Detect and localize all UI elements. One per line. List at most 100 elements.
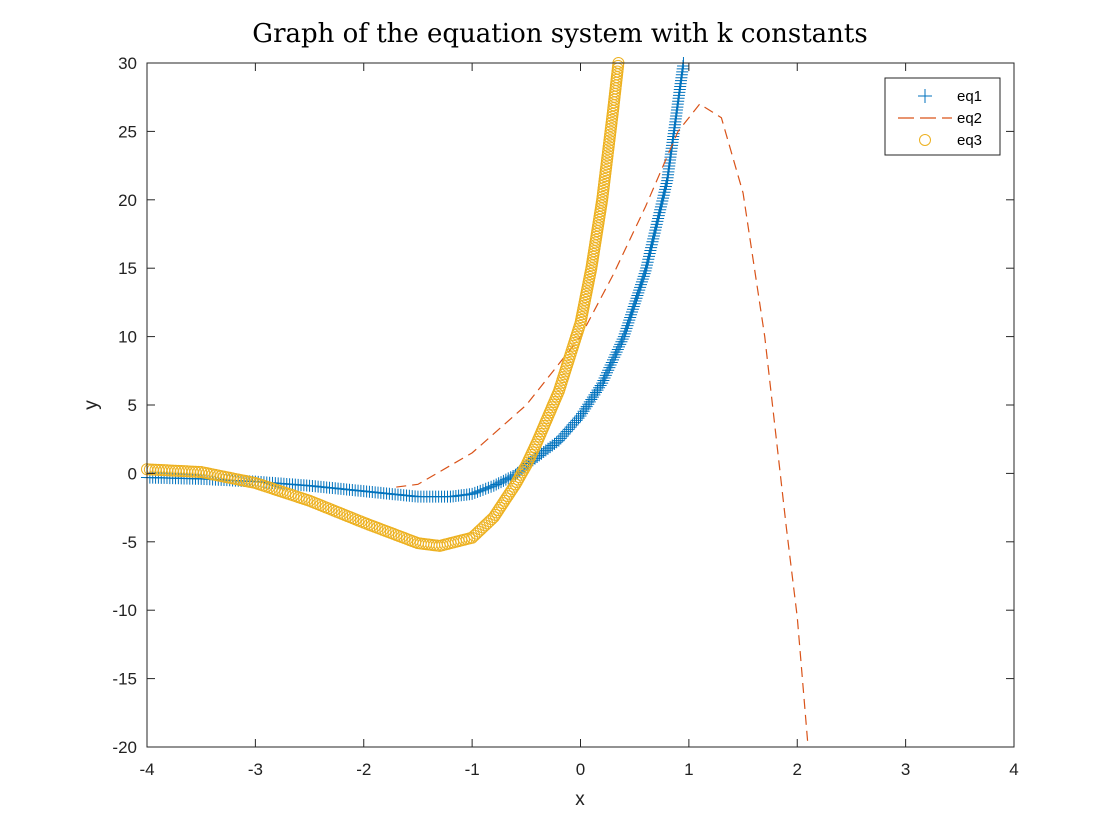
data-point-eq1 [608, 351, 621, 364]
legend-label: eq1 [957, 88, 982, 105]
data-point-eq1 [621, 319, 634, 332]
data-point-eq1 [492, 477, 505, 490]
data-point-eq1 [648, 227, 661, 240]
data-point-eq1 [485, 480, 498, 493]
y-tick-label: 5 [128, 396, 137, 415]
data-point-eq1 [634, 281, 647, 294]
legend-symbol-eq3 [919, 134, 931, 146]
data-point-eq1 [616, 333, 629, 346]
data-point-eq1 [593, 381, 606, 394]
data-point-eq1 [657, 189, 670, 202]
data-point-eq3 [189, 465, 202, 478]
data-point-eq1 [644, 244, 657, 257]
data-point-eq1 [617, 330, 630, 343]
data-point-eq1 [594, 379, 607, 392]
legend-symbol-eq1 [918, 89, 932, 103]
data-point-eq1 [620, 322, 633, 335]
data-point-eq1 [602, 364, 615, 377]
y-axis-label: y [81, 400, 102, 410]
data-point-eq1 [609, 348, 622, 361]
data-point-eq1 [629, 295, 642, 308]
x-tick-label: 1 [684, 760, 693, 779]
data-point-eq1 [635, 275, 648, 288]
data-point-eq1 [652, 212, 665, 225]
y-tick-label: 15 [118, 259, 137, 278]
data-point-eq1 [615, 335, 628, 348]
data-point-eq1 [471, 485, 484, 498]
data-point-eq3 [472, 525, 485, 538]
data-point-eq1 [577, 405, 590, 418]
data-point-eq1 [641, 256, 654, 269]
legend-label: eq2 [957, 110, 982, 127]
data-point-eq1 [610, 346, 623, 359]
data-point-eq1 [645, 241, 658, 254]
data-point-eq1 [636, 273, 649, 286]
series-eq3 [141, 57, 625, 552]
data-point-eq1 [650, 218, 663, 231]
data-point-eq1 [466, 487, 479, 500]
data-point-eq1 [643, 247, 656, 260]
series-eq2 [396, 103, 809, 748]
data-point-eq1 [635, 278, 648, 291]
data-point-eq1 [585, 393, 598, 406]
data-point-eq1 [596, 377, 609, 390]
data-point-eq1 [487, 479, 500, 492]
x-tick-label: -1 [465, 760, 480, 779]
data-point-eq1 [499, 473, 512, 486]
data-point-eq1 [653, 206, 666, 219]
data-point-eq1 [623, 314, 636, 327]
data-point-eq1 [497, 474, 510, 487]
x-tick-label: 4 [1009, 760, 1018, 779]
data-point-eq1 [589, 386, 602, 399]
chart-title: Graph of the equation system with k cons… [252, 19, 867, 49]
x-axis: -4 -3 -2 -1 0 1 2 3 4 [139, 63, 1019, 779]
data-point-eq1 [659, 183, 672, 196]
data-point-eq1 [597, 374, 610, 387]
data-point-eq1 [656, 195, 669, 208]
data-point-eq1 [482, 481, 495, 494]
legend-entry-eq3: eq3 [919, 132, 982, 149]
data-point-eq1 [468, 486, 481, 499]
data-point-eq3 [481, 517, 494, 530]
legend-entry-eq1: eq1 [918, 88, 982, 105]
data-point-eq1 [654, 200, 667, 213]
data-point-eq1 [638, 267, 651, 280]
y-tick-label: 30 [118, 54, 137, 73]
data-point-eq1 [603, 361, 616, 374]
data-point-eq1 [598, 371, 611, 384]
x-tick-label: 2 [793, 760, 802, 779]
data-point-eq1 [611, 343, 624, 356]
data-point-eq1 [582, 398, 595, 411]
data-point-eq1 [627, 300, 640, 313]
data-point-eq1 [628, 297, 641, 310]
data-point-eq1 [614, 338, 627, 351]
data-point-eq1 [632, 286, 645, 299]
y-tick-label: -10 [112, 601, 137, 620]
data-point-eq1 [657, 192, 670, 205]
data-point-eq1 [652, 209, 665, 222]
data-point-eq1 [588, 388, 601, 401]
y-axis: -20 -15 -10 -5 0 5 10 15 20 25 30 [112, 54, 1014, 757]
data-point-eq3 [470, 527, 483, 540]
data-point-eq1 [605, 356, 618, 369]
data-point-eq1 [583, 395, 596, 408]
data-point-eq1 [479, 482, 492, 495]
data-point-eq1 [625, 305, 638, 318]
legend: eq1 eq2 eq3 [884, 77, 1001, 156]
data-point-eq1 [647, 229, 660, 242]
data-point-eq1 [618, 327, 631, 340]
data-point-eq1 [574, 409, 587, 422]
data-point-eq1 [630, 292, 643, 305]
x-tick-label: -2 [356, 760, 371, 779]
data-point-eq1 [476, 483, 489, 496]
x-tick-label: -3 [248, 760, 263, 779]
x-tick-label: -4 [139, 760, 154, 779]
data-point-eq1 [599, 369, 612, 382]
y-tick-label: -20 [112, 738, 137, 757]
legend-label: eq3 [957, 132, 982, 149]
x-tick-label: 3 [901, 760, 910, 779]
data-point-eq3 [468, 529, 481, 542]
data-point-eq1 [645, 238, 658, 251]
x-axis-label: x [575, 789, 585, 810]
